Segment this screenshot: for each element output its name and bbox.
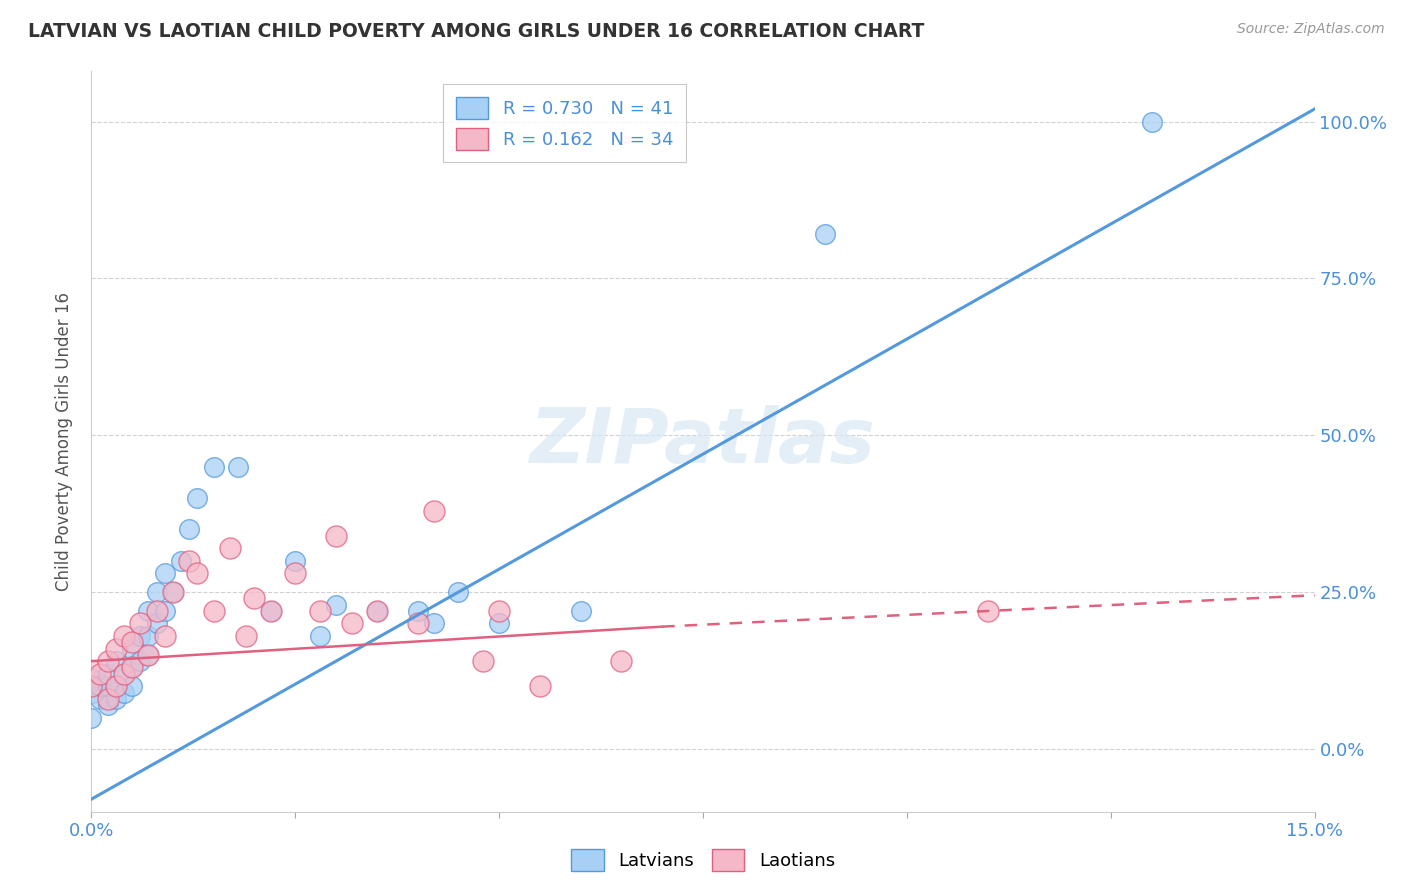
Point — [153, 604, 176, 618]
Point — [488, 604, 510, 618]
Point — [814, 227, 837, 242]
Point — [89, 679, 111, 693]
Y-axis label: Child Poverty Among Girls Under 16: Child Poverty Among Girls Under 16 — [55, 292, 73, 591]
Point — [226, 459, 249, 474]
Point — [406, 616, 429, 631]
Point — [186, 491, 208, 505]
Point — [121, 660, 143, 674]
Point — [186, 566, 208, 581]
Point — [112, 685, 135, 699]
Point — [162, 585, 184, 599]
Point — [104, 691, 127, 706]
Point — [308, 604, 330, 618]
Point — [97, 654, 120, 668]
Point — [97, 698, 120, 712]
Point — [80, 679, 103, 693]
Point — [447, 585, 470, 599]
Point — [219, 541, 242, 556]
Point — [529, 679, 551, 693]
Point — [138, 648, 160, 662]
Point — [179, 522, 201, 536]
Point — [145, 616, 167, 631]
Point — [145, 604, 167, 618]
Point — [112, 629, 135, 643]
Point — [162, 585, 184, 599]
Point — [121, 660, 143, 674]
Point — [423, 616, 446, 631]
Point — [366, 604, 388, 618]
Point — [97, 666, 120, 681]
Point — [104, 641, 127, 656]
Point — [260, 604, 283, 618]
Point — [284, 554, 307, 568]
Point — [129, 629, 152, 643]
Point — [97, 679, 120, 693]
Point — [89, 666, 111, 681]
Point — [80, 679, 103, 693]
Point — [235, 629, 257, 643]
Point — [145, 585, 167, 599]
Point — [170, 554, 193, 568]
Point — [1140, 114, 1163, 128]
Text: LATVIAN VS LAOTIAN CHILD POVERTY AMONG GIRLS UNDER 16 CORRELATION CHART: LATVIAN VS LAOTIAN CHILD POVERTY AMONG G… — [28, 22, 925, 41]
Point — [471, 654, 494, 668]
Point — [488, 616, 510, 631]
Point — [610, 654, 633, 668]
Point — [138, 629, 160, 643]
Point — [202, 459, 225, 474]
Point — [112, 666, 135, 681]
Point — [569, 604, 592, 618]
Point — [97, 691, 120, 706]
Point — [179, 554, 201, 568]
Point — [104, 654, 127, 668]
Point — [406, 604, 429, 618]
Point — [325, 529, 347, 543]
Legend: Latvians, Laotians: Latvians, Laotians — [564, 842, 842, 879]
Point — [80, 666, 103, 681]
Point — [325, 598, 347, 612]
Point — [89, 691, 111, 706]
Point — [284, 566, 307, 581]
Point — [138, 604, 160, 618]
Point — [153, 629, 176, 643]
Point — [121, 635, 143, 649]
Point — [977, 604, 1000, 618]
Point — [104, 679, 127, 693]
Legend: R = 0.730   N = 41, R = 0.162   N = 34: R = 0.730 N = 41, R = 0.162 N = 34 — [443, 84, 686, 162]
Point — [112, 666, 135, 681]
Point — [153, 566, 176, 581]
Point — [342, 616, 364, 631]
Point — [138, 648, 160, 662]
Point — [129, 654, 152, 668]
Point — [129, 616, 152, 631]
Point — [104, 679, 127, 693]
Point — [202, 604, 225, 618]
Point — [121, 679, 143, 693]
Text: Source: ZipAtlas.com: Source: ZipAtlas.com — [1237, 22, 1385, 37]
Text: ZIPatlas: ZIPatlas — [530, 405, 876, 478]
Point — [121, 641, 143, 656]
Point — [308, 629, 330, 643]
Point — [243, 591, 266, 606]
Point — [423, 503, 446, 517]
Point — [260, 604, 283, 618]
Point — [366, 604, 388, 618]
Point — [80, 710, 103, 724]
